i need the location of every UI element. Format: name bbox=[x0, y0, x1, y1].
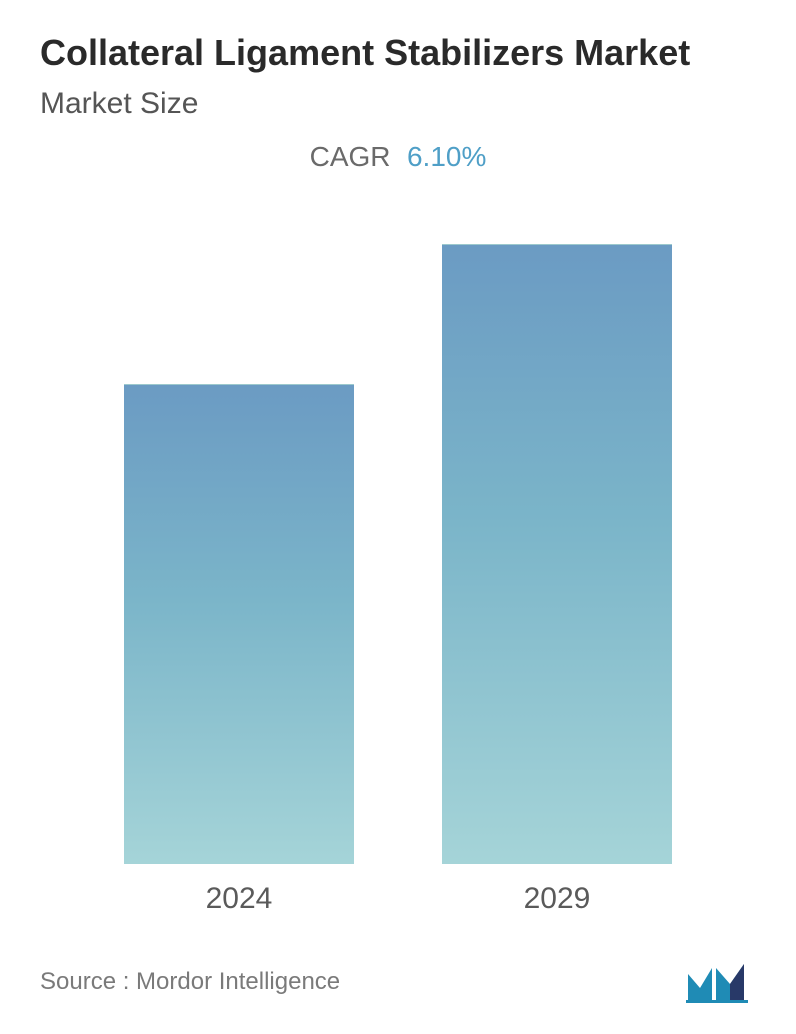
chart-container: Collateral Ligament Stabilizers Market M… bbox=[0, 0, 796, 1034]
bar-group-1: 2029 bbox=[427, 244, 687, 916]
bar-0 bbox=[124, 384, 354, 864]
logo-icon bbox=[686, 960, 756, 1004]
bar-label-1: 2029 bbox=[524, 882, 591, 916]
cagr-label: CAGR bbox=[310, 141, 391, 172]
brand-logo bbox=[686, 960, 756, 1004]
chart-footer: Source : Mordor Intelligence bbox=[40, 936, 756, 1004]
bar-group-0: 2024 bbox=[109, 384, 369, 916]
source-text: Source : Mordor Intelligence bbox=[40, 968, 340, 996]
bar-chart: 2024 2029 bbox=[40, 203, 756, 936]
bar-1 bbox=[442, 244, 672, 864]
cagr-value: 6.10% bbox=[407, 141, 486, 172]
chart-subtitle: Market Size bbox=[40, 87, 756, 121]
cagr-row: CAGR 6.10% bbox=[40, 141, 756, 173]
chart-title: Collateral Ligament Stabilizers Market bbox=[40, 30, 756, 75]
bar-label-0: 2024 bbox=[206, 882, 273, 916]
